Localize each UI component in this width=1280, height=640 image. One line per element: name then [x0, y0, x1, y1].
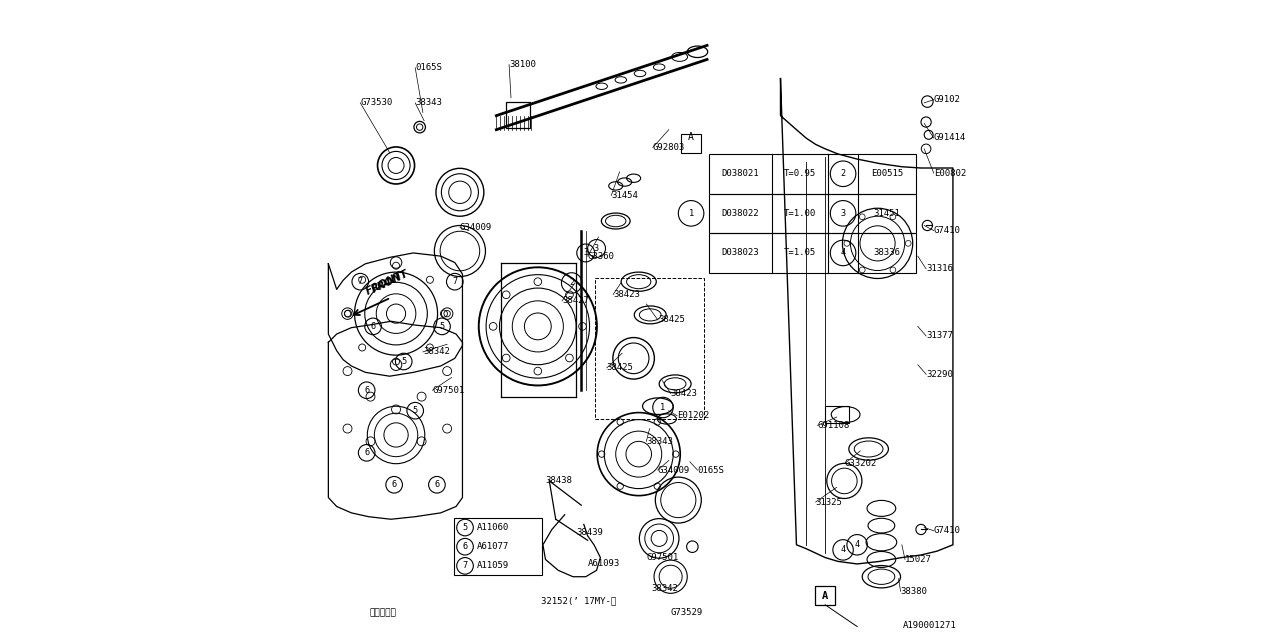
Text: A: A	[689, 132, 694, 143]
Text: 38343: 38343	[646, 437, 673, 446]
Text: 5: 5	[462, 523, 467, 532]
Text: G97501: G97501	[433, 386, 465, 395]
Bar	[709, 233, 916, 273]
Text: 38423: 38423	[613, 290, 640, 299]
Text: 「後方図」: 「後方図」	[370, 608, 397, 617]
Text: 38438: 38438	[545, 476, 572, 485]
Text: 31325: 31325	[815, 497, 842, 506]
Text: FRONT: FRONT	[370, 269, 411, 295]
Text: 3: 3	[594, 244, 599, 253]
Text: G91414: G91414	[934, 134, 966, 143]
Text: 38425: 38425	[658, 316, 685, 324]
Text: E00802: E00802	[934, 168, 966, 178]
Text: 2: 2	[841, 169, 846, 179]
Text: 38336: 38336	[874, 248, 901, 257]
Text: A61077: A61077	[476, 542, 508, 551]
Text: D038022: D038022	[722, 209, 759, 218]
Bar	[506, 102, 530, 129]
Text: 38380: 38380	[901, 587, 928, 596]
Text: 32152(’ 17MY-）: 32152(’ 17MY-）	[541, 596, 616, 605]
Text: 4: 4	[855, 540, 860, 549]
Bar	[826, 406, 850, 424]
Text: 38425: 38425	[607, 364, 634, 372]
Text: D038021: D038021	[722, 169, 759, 179]
Bar	[709, 193, 916, 233]
Text: G73529: G73529	[671, 608, 703, 617]
Text: A190001271: A190001271	[902, 621, 956, 630]
Text: A11059: A11059	[476, 561, 508, 570]
Text: 38427: 38427	[562, 296, 589, 305]
Text: G3360: G3360	[588, 252, 614, 260]
Text: 4: 4	[841, 545, 846, 554]
Text: A11060: A11060	[476, 523, 508, 532]
Text: 7: 7	[452, 277, 457, 286]
Text: 38100: 38100	[509, 60, 536, 69]
Text: 6: 6	[462, 542, 467, 551]
Text: 31451: 31451	[874, 209, 901, 218]
Text: 38343: 38343	[415, 99, 442, 108]
Text: 3: 3	[841, 209, 846, 218]
Bar	[681, 134, 701, 153]
Text: 38423: 38423	[671, 389, 698, 398]
Text: 1: 1	[660, 403, 666, 412]
Text: E00515: E00515	[870, 169, 904, 179]
Text: 2: 2	[570, 278, 575, 287]
Text: T=0.95: T=0.95	[783, 169, 815, 179]
Text: G34009: G34009	[658, 465, 690, 475]
Text: 6: 6	[364, 386, 370, 395]
Text: 4: 4	[841, 248, 846, 257]
Text: T=1.00: T=1.00	[783, 209, 815, 218]
Text: 6: 6	[370, 322, 376, 331]
Text: G7410: G7410	[934, 226, 960, 235]
Text: 15027: 15027	[905, 555, 932, 564]
Text: T=1.05: T=1.05	[783, 248, 815, 257]
Text: 7: 7	[462, 561, 467, 570]
Text: 31454: 31454	[612, 191, 639, 200]
Text: 0165S: 0165S	[698, 465, 724, 475]
Text: 5: 5	[401, 357, 406, 366]
Text: 6: 6	[364, 449, 370, 458]
Text: 6: 6	[392, 480, 397, 489]
Text: E01202: E01202	[677, 412, 709, 420]
Text: G92803: G92803	[653, 143, 685, 152]
Text: G97501: G97501	[646, 553, 678, 562]
Text: 38439: 38439	[576, 527, 603, 536]
Text: 5: 5	[439, 322, 444, 331]
Text: 5: 5	[412, 406, 417, 415]
Text: G33202: G33202	[845, 459, 877, 468]
Text: A: A	[822, 591, 828, 601]
Text: G7410: G7410	[934, 526, 960, 535]
Text: 38342: 38342	[422, 348, 449, 356]
Text: 6: 6	[434, 480, 439, 489]
Text: 0165S: 0165S	[415, 63, 442, 72]
Text: G34009: G34009	[460, 223, 493, 232]
Bar	[453, 518, 541, 575]
Bar	[595, 278, 704, 419]
Text: A61093: A61093	[588, 559, 620, 568]
Text: 7: 7	[357, 277, 364, 286]
Text: G73530: G73530	[360, 99, 393, 108]
Text: 3: 3	[584, 248, 589, 257]
Text: G91108: G91108	[818, 421, 850, 430]
Text: 31316: 31316	[927, 264, 954, 273]
Text: 38342: 38342	[652, 584, 678, 593]
Text: D038023: D038023	[722, 248, 759, 257]
Text: 31377: 31377	[927, 332, 954, 340]
Text: 32290: 32290	[927, 370, 954, 379]
Text: FRONT: FRONT	[364, 270, 404, 296]
Bar	[815, 586, 835, 605]
Text: G9102: G9102	[934, 95, 960, 104]
Text: 1: 1	[689, 209, 694, 218]
Bar	[709, 154, 916, 193]
